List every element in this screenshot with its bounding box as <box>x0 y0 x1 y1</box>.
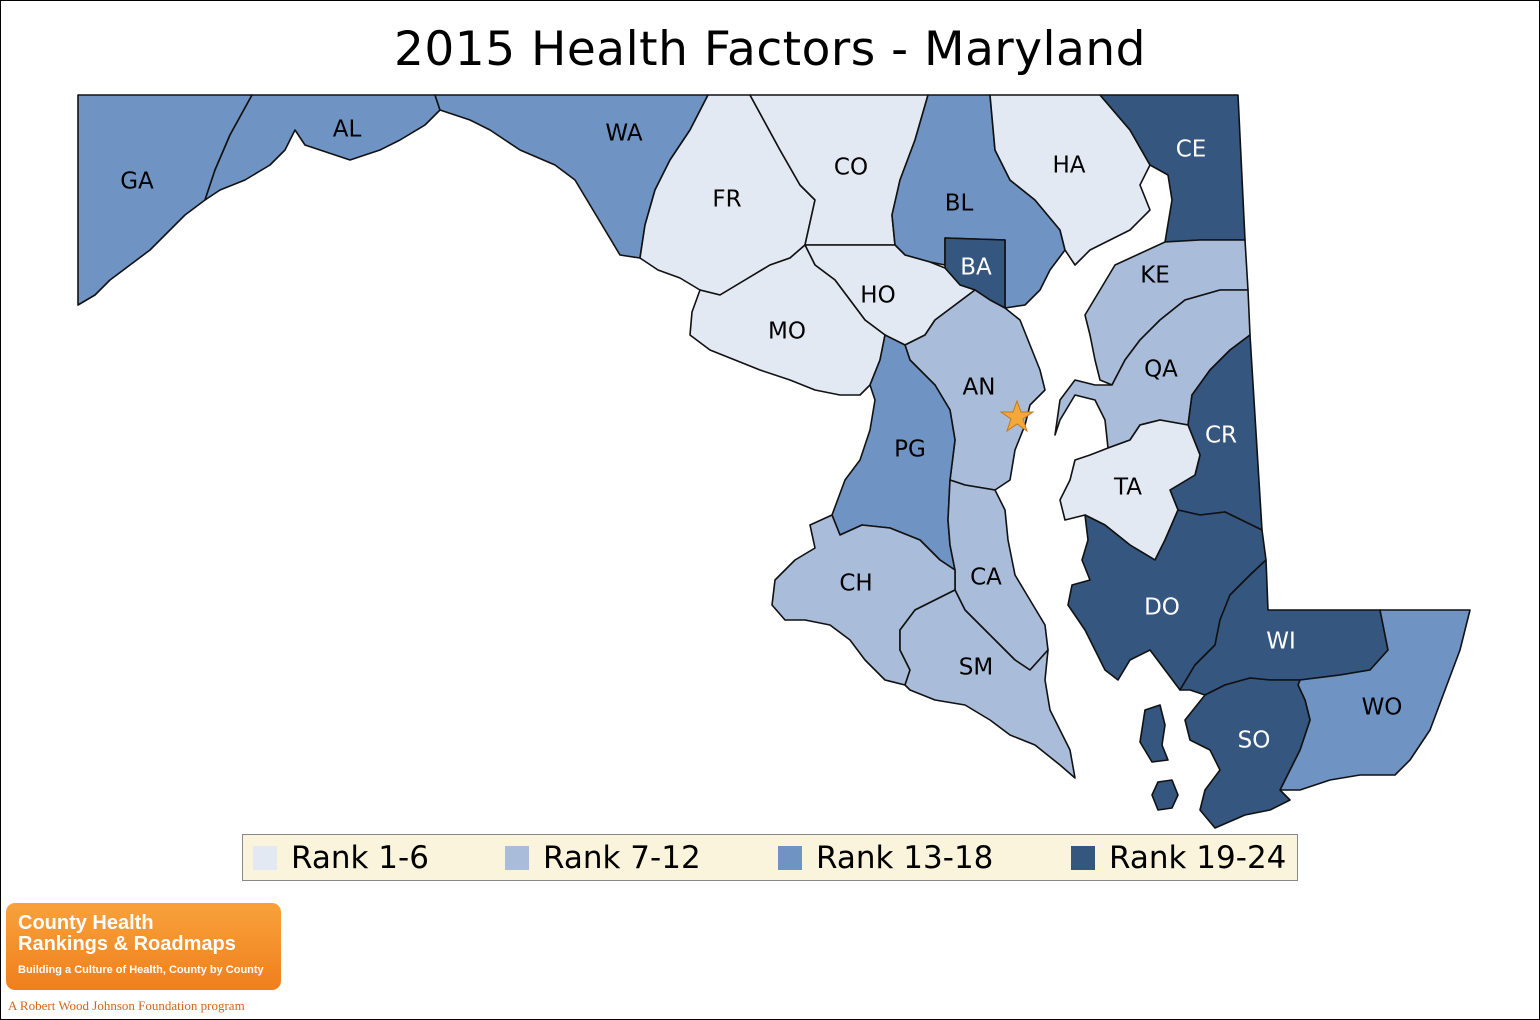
label-so: SO <box>1238 728 1271 754</box>
label-pg: PG <box>894 437 926 463</box>
legend-swatch <box>778 845 802 870</box>
county-wo[interactable] <box>1279 609 1471 791</box>
legend-swatch <box>505 845 529 870</box>
legend-label: Rank 1-6 <box>291 839 429 876</box>
label-ho: HO <box>860 283 895 309</box>
label-ce: CE <box>1176 137 1207 163</box>
label-mo: MO <box>768 319 806 345</box>
legend-label: Rank 19-24 <box>1109 839 1287 876</box>
logo-line-2: Rankings & Roadmaps <box>18 933 236 955</box>
label-sm: SM <box>959 655 993 681</box>
legend-swatch <box>1071 845 1095 870</box>
legend: Rank 1-6 Rank 7-12 Rank 13-18 Rank 19-24 <box>242 834 1298 881</box>
label-cr: CR <box>1205 423 1237 449</box>
county-so[interactable] <box>1184 677 1311 829</box>
county-ga[interactable] <box>77 94 253 306</box>
label-bl: BL <box>945 191 974 217</box>
county-al[interactable] <box>204 94 441 201</box>
legend-label: Rank 7-12 <box>543 839 701 876</box>
logo-title: County Health Rankings & Roadmaps <box>18 913 236 955</box>
label-al: AL <box>333 117 362 143</box>
label-wi: WI <box>1266 629 1296 655</box>
county-health-rankings-logo[interactable]: County Health Rankings & Roadmaps Buildi… <box>6 903 281 990</box>
legend-swatch <box>253 845 277 870</box>
county-so-island-2[interactable] <box>1151 779 1179 811</box>
label-ta: TA <box>1113 475 1142 501</box>
footer-credit: A Robert Wood Johnson Foundation program <box>8 998 245 1013</box>
label-ca: CA <box>970 565 1002 591</box>
county-sm[interactable] <box>899 589 1076 779</box>
label-co: CO <box>834 155 868 181</box>
county-ce[interactable] <box>1099 94 1246 243</box>
label-qa: QA <box>1144 357 1178 383</box>
logo-tagline: Building a Culture of Health, County by … <box>18 964 264 976</box>
logo-line-1: County Health <box>18 912 154 934</box>
county-so-island-1[interactable] <box>1139 704 1169 763</box>
legend-item-rank-1-6: Rank 1-6 <box>253 835 429 880</box>
label-ch: CH <box>839 571 872 597</box>
label-an: AN <box>963 375 996 401</box>
map-title: 2015 Health Factors - Maryland <box>394 22 1146 77</box>
legend-item-rank-7-12: Rank 7-12 <box>505 835 701 880</box>
label-ba: BA <box>960 255 992 281</box>
legend-label: Rank 13-18 <box>816 839 994 876</box>
legend-item-rank-13-18: Rank 13-18 <box>778 835 993 880</box>
label-fr: FR <box>712 187 741 213</box>
label-ha: HA <box>1052 153 1085 179</box>
label-ga: GA <box>120 169 154 195</box>
capital-star-icon <box>999 399 1035 433</box>
legend-item-rank-19-24: Rank 19-24 <box>1071 835 1286 880</box>
label-wa: WA <box>605 121 642 147</box>
label-ke: KE <box>1140 263 1170 289</box>
label-do: DO <box>1144 595 1180 621</box>
label-wo: WO <box>1362 695 1403 721</box>
